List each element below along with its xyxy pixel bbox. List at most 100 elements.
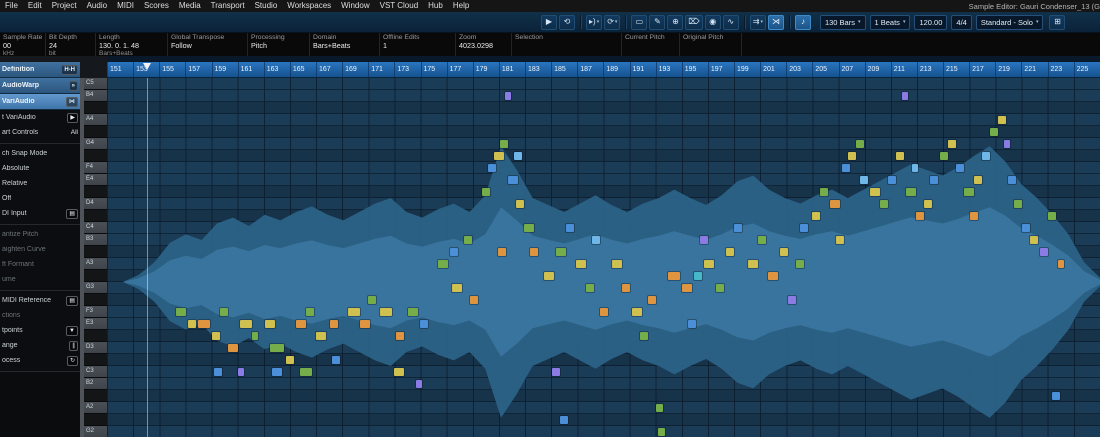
note-segment[interactable] (1008, 176, 1016, 184)
inspector-item-badge-icon[interactable]: ▼ (66, 326, 78, 336)
menu-item-midi[interactable]: MIDI (112, 0, 139, 12)
piano-key-f3[interactable]: F3 (84, 306, 107, 318)
note-segment[interactable] (856, 140, 864, 148)
note-segment[interactable] (188, 320, 196, 328)
tempo-field[interactable]: 120.00 (914, 15, 947, 30)
note-segment[interactable] (452, 284, 462, 292)
piano-key-g-2[interactable] (84, 414, 107, 426)
note-segment[interactable] (1052, 392, 1060, 400)
note-segment[interactable] (408, 308, 418, 316)
inspector-item-off[interactable]: Off (0, 191, 80, 206)
note-segment[interactable] (796, 260, 804, 268)
note-segment[interactable] (420, 320, 428, 328)
piano-key-g4[interactable]: G4 (84, 138, 107, 150)
inspector-item-absolute[interactable]: Absolute (0, 161, 80, 176)
quantize-button[interactable]: ♪ (795, 15, 811, 30)
note-segment[interactable] (396, 332, 404, 340)
note-segment[interactable] (734, 224, 742, 232)
note-segment[interactable] (622, 284, 630, 292)
play-tool[interactable]: ◉ (705, 15, 721, 30)
piano-key-e4[interactable]: E4 (84, 174, 107, 186)
note-segment[interactable] (768, 272, 778, 280)
note-segment[interactable] (948, 140, 956, 148)
audition-button[interactable]: ▸)▾ (586, 15, 602, 30)
menu-item-workspaces[interactable]: Workspaces (282, 0, 336, 12)
note-segment[interactable] (1040, 248, 1048, 256)
note-segment[interactable] (1014, 200, 1022, 208)
inspector-item-badge-icon[interactable]: » (69, 81, 78, 91)
note-segment[interactable] (640, 332, 648, 340)
note-segment[interactable] (974, 176, 982, 184)
inspector-item-badge-icon[interactable]: ∥ (69, 341, 78, 351)
inspector-item-badge-icon[interactable]: ▤ (66, 209, 78, 219)
note-segment[interactable] (482, 188, 490, 196)
note-segment[interactable] (830, 200, 840, 208)
inspector-item-badge-icon[interactable]: ▶ (67, 113, 78, 123)
piano-key-g-3[interactable] (84, 270, 107, 282)
inspector-item-badge-icon[interactable]: ↻ (67, 356, 78, 366)
piano-key-d4[interactable]: D4 (84, 198, 107, 210)
piano-key-b3[interactable]: B3 (84, 234, 107, 246)
menu-item-edit[interactable]: Edit (23, 0, 47, 12)
erase-tool[interactable]: ⌦ (685, 15, 702, 30)
note-segment[interactable] (924, 200, 932, 208)
note-segment[interactable] (788, 296, 796, 304)
inspector-item-midi-reference[interactable]: MIDI Reference▤ (0, 293, 80, 308)
note-segment[interactable] (820, 188, 828, 196)
note-segment[interactable] (970, 212, 978, 220)
inspector-item-ume[interactable]: ume (0, 272, 80, 287)
audition-loop-button[interactable]: ⟳▾ (604, 15, 620, 30)
menu-item-scores[interactable]: Scores (139, 0, 174, 12)
piano-key-g2[interactable]: G2 (84, 426, 107, 437)
piano-key-b2[interactable]: B2 (84, 378, 107, 390)
note-segment[interactable] (912, 164, 918, 172)
note-segment[interactable] (330, 320, 338, 328)
note-segment[interactable] (394, 368, 404, 376)
note-segment[interactable] (514, 152, 522, 160)
note-segment[interactable] (300, 368, 312, 376)
piano-key-d3[interactable]: D3 (84, 342, 107, 354)
grid-field[interactable]: 1 Beats▾ (870, 15, 911, 30)
note-segment[interactable] (576, 260, 586, 268)
draw-tool[interactable]: ✎ (649, 15, 665, 30)
note-segment[interactable] (306, 308, 314, 316)
note-segment[interactable] (906, 188, 916, 196)
piano-key-c-4[interactable] (84, 210, 107, 222)
note-segment[interactable] (240, 320, 252, 328)
piano-key-g3[interactable]: G3 (84, 282, 107, 294)
note-segment[interactable] (296, 320, 306, 328)
snap-button[interactable]: ⋊ (768, 15, 784, 30)
note-segment[interactable] (982, 152, 990, 160)
note-segment[interactable] (566, 224, 574, 232)
note-segment[interactable] (530, 248, 538, 256)
inspector-item-variaudio[interactable]: VariAudio⋈ (0, 94, 80, 110)
menu-item-window[interactable]: Window (336, 0, 374, 12)
note-segment[interactable] (270, 344, 284, 352)
note-segment[interactable] (780, 248, 788, 256)
note-segment[interactable] (880, 200, 888, 208)
note-segment[interactable] (758, 236, 766, 244)
menu-item-media[interactable]: Media (174, 0, 206, 12)
inspector-item-ch-snap-mode[interactable]: ch Snap Mode (0, 146, 80, 161)
inspector-item-relative[interactable]: Relative (0, 176, 80, 191)
note-segment[interactable] (860, 176, 868, 184)
note-segment[interactable] (600, 308, 608, 316)
play-button[interactable]: ▶ (541, 15, 557, 30)
piano-key-e3[interactable]: E3 (84, 318, 107, 330)
note-segment[interactable] (416, 380, 422, 388)
inspector-item-badge-icon[interactable]: ▤ (66, 296, 78, 306)
algorithm-field[interactable]: Standard - Solo▾ (976, 15, 1044, 30)
note-segment[interactable] (1004, 140, 1010, 148)
piano-key-a2[interactable]: A2 (84, 402, 107, 414)
note-segment[interactable] (842, 164, 850, 172)
note-segment[interactable] (998, 116, 1006, 124)
note-segment[interactable] (990, 128, 998, 136)
piano-key-d-3[interactable] (84, 330, 107, 342)
note-segment[interactable] (498, 248, 506, 256)
note-segment[interactable] (694, 272, 702, 280)
note-segment[interactable] (272, 368, 282, 376)
piano-key-b4[interactable]: B4 (84, 90, 107, 102)
note-segment[interactable] (228, 344, 238, 352)
note-segment[interactable] (494, 152, 504, 160)
note-segment[interactable] (316, 332, 326, 340)
